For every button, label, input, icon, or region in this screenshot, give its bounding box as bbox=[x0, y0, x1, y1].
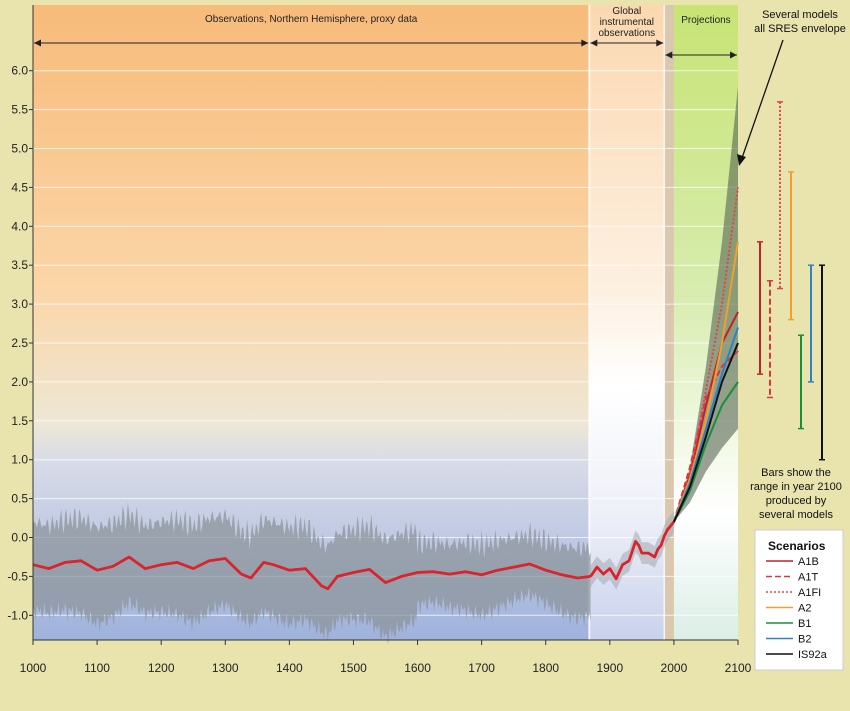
y-tick-label: -0.5 bbox=[7, 569, 28, 583]
instrumental-span-arrow-head-left bbox=[590, 39, 598, 47]
y-tick-label: 4.5 bbox=[11, 180, 28, 194]
annotation-arrow-head bbox=[737, 154, 746, 166]
x-tick-label: 2000 bbox=[661, 661, 688, 675]
annotation-bars: Bars show the bbox=[761, 467, 831, 479]
x-tick-label: 1600 bbox=[404, 661, 431, 675]
y-tick-label: 5.0 bbox=[11, 142, 28, 156]
y-tick-label: 2.0 bbox=[11, 375, 28, 389]
proxy-smoothed-line bbox=[32, 555, 591, 591]
y-tick-label: 6.0 bbox=[11, 64, 28, 78]
x-tick-label: 1700 bbox=[468, 661, 495, 675]
x-tick-label: 1500 bbox=[340, 661, 367, 675]
legend-label-a2: A2 bbox=[798, 603, 811, 615]
legend-label-is92a: IS92a bbox=[798, 649, 828, 661]
section-label-instrumental: Global bbox=[612, 6, 641, 17]
y-tick-label: 3.0 bbox=[11, 297, 28, 311]
series-line-is92a bbox=[672, 342, 739, 523]
x-tick-label: 1300 bbox=[212, 661, 239, 675]
x-tick-label: 1900 bbox=[596, 661, 623, 675]
y-tick-label: 2.5 bbox=[11, 336, 28, 350]
x-tick-label: 1000 bbox=[20, 661, 47, 675]
instrumental-background bbox=[589, 5, 665, 640]
y-tick-label: 5.5 bbox=[11, 103, 28, 117]
section-label-proxy: Observations, Northern Hemisphere, proxy… bbox=[205, 14, 418, 25]
legend: Scenarios A1B A1T A1FI A2 B1 B2 IS92a bbox=[754, 529, 844, 671]
x-tick-label: 1200 bbox=[148, 661, 175, 675]
y-tick-label: 3.5 bbox=[11, 258, 28, 272]
x-tick-label: 1400 bbox=[276, 661, 303, 675]
annotation-envelope: Several models bbox=[762, 9, 838, 21]
x-tick-label: 2100 bbox=[725, 661, 752, 675]
legend-label-a1b: A1B bbox=[798, 556, 819, 568]
y-tick-label: 1.0 bbox=[11, 453, 28, 467]
projections-span-arrow-head-right bbox=[730, 51, 737, 59]
x-tick-label: 1800 bbox=[532, 661, 559, 675]
proxy-span-arrow-head-left bbox=[34, 39, 41, 47]
annotation-arrow bbox=[741, 39, 784, 159]
series-line-b1 bbox=[673, 381, 739, 523]
legend-box bbox=[754, 529, 844, 671]
annotation-bars: several models bbox=[759, 509, 833, 521]
legend-label-b1: B1 bbox=[798, 618, 811, 630]
annotation-bars: produced by bbox=[766, 495, 827, 507]
y-tick-label: 0.0 bbox=[11, 531, 28, 545]
annotation-bars: range in year 2100 bbox=[750, 481, 842, 493]
transition-background bbox=[664, 5, 674, 640]
series-line-b2 bbox=[672, 327, 739, 523]
sres-envelope bbox=[673, 86, 738, 522]
projections-span-arrow-head-left bbox=[665, 51, 673, 59]
y-tick-label: 1.5 bbox=[11, 414, 28, 428]
legend-label-a1t: A1T bbox=[798, 572, 818, 584]
section-label-instrumental: instrumental bbox=[600, 17, 654, 28]
x-tick-label: 1100 bbox=[84, 661, 110, 675]
legend-title: Scenarios bbox=[768, 539, 826, 553]
instrumental-line bbox=[589, 521, 675, 581]
y-tick-label: 0.5 bbox=[11, 492, 28, 506]
section-label-instrumental: observations bbox=[598, 28, 655, 39]
legend-label-b2: B2 bbox=[798, 634, 811, 646]
y-tick-label: -1.0 bbox=[7, 608, 28, 622]
section-label-projections: Projections bbox=[681, 15, 730, 26]
annotation-envelope: all SRES envelope bbox=[754, 23, 846, 35]
instrumental-span-arrow-head-right bbox=[656, 39, 664, 47]
y-tick-label: 4.0 bbox=[11, 219, 28, 233]
legend-label-a1fi: A1FI bbox=[798, 587, 821, 599]
proxy-span-arrow-head-right bbox=[581, 39, 589, 47]
